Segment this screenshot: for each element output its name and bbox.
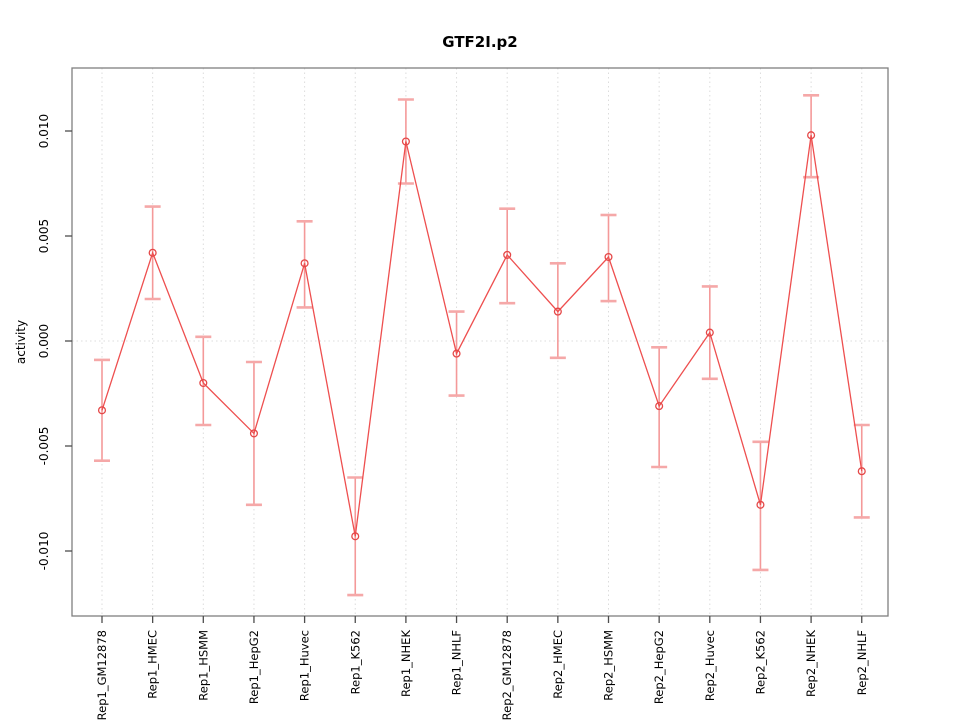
data-point [300,259,309,268]
x-tick-label: Rep2_K562 [753,630,767,694]
x-tick-label: Rep2_NHEK [804,630,818,697]
y-tick-label: 0.000 [37,324,51,358]
data-point [452,349,461,358]
data-point [857,467,866,476]
data-point [655,402,664,411]
chart-title: GTF2I.p2 [442,33,517,51]
x-tick-label: Rep1_HMEC [146,630,160,699]
data-point [807,131,816,140]
plot-box [71,67,889,617]
y-tick-label: 0.010 [37,114,51,148]
data-point [401,137,410,146]
data-point [249,429,259,438]
series-line [101,135,863,537]
x-tick-label: Rep2_Huvec [703,630,717,701]
y-tick-label: -0.005 [37,427,51,466]
data-point [351,532,360,541]
x-tick-label: Rep2_NHLF [855,630,869,695]
y-tick-label: 0.005 [37,219,51,253]
y-tick-label: -0.010 [37,532,51,571]
x-tick-label: Rep2_GM12878 [500,630,514,720]
data-point [705,328,714,337]
x-tick-label: Rep1_GM12878 [95,630,109,720]
data-point [97,406,107,415]
data-point [148,248,157,257]
x-tick-label: Rep1_HSMM [196,630,210,701]
x-tick-label: Rep1_HepG2 [247,630,261,704]
data-point [503,250,512,259]
data-point [756,500,765,509]
x-tick-label: Rep2_HMEC [551,630,565,699]
data-point [604,252,613,262]
data-point [199,378,208,388]
x-tick-label: Rep1_K562 [348,630,362,694]
data-point [553,307,562,316]
x-tick-label: Rep1_NHEK [399,630,413,697]
x-tick-label: Rep1_NHLF [450,630,464,695]
x-tick-label: Rep2_HSMM [602,630,616,701]
y-axis-label: activity [14,320,28,364]
x-tick-label: Rep2_HepG2 [652,630,666,704]
x-tick-label: Rep1_Huvec [298,630,312,701]
